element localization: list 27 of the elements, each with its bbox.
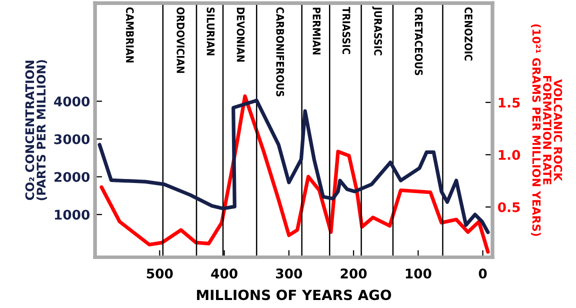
x-tick-label: 400 bbox=[211, 268, 238, 279]
annotation: SILURIAN bbox=[206, 8, 215, 56]
annotation: CRETACEOUS bbox=[414, 7, 423, 76]
y-tick-label: 3000 bbox=[54, 134, 90, 144]
y2-tick-label: 1.5 bbox=[498, 98, 520, 108]
y-axis-title: CO₂ CONCENTRATION (PARTS PER MILLION) bbox=[25, 60, 48, 200]
x-tick-label: 300 bbox=[276, 268, 302, 279]
x-tick-label: 500 bbox=[146, 268, 173, 279]
y-tick-label: 2000 bbox=[54, 172, 90, 182]
y2-axis-title: VOLCANIC ROCK FORMATION RATE (10²¹ GRAMS PER MILLION YEARS) bbox=[530, 24, 562, 236]
annotation: PERMIAN bbox=[312, 8, 320, 54]
annotation: DEVONIAN bbox=[236, 8, 245, 62]
annotation: ORDOVICIAN bbox=[176, 7, 185, 73]
y-tick-label: 4000 bbox=[54, 96, 90, 106]
annotation: JURASSIC bbox=[372, 6, 382, 56]
x-axis-title: MILLIONS OF YEARS AGO bbox=[197, 290, 392, 300]
x-tick-label: 100 bbox=[406, 268, 432, 279]
annotation: TRIASSIC bbox=[342, 6, 350, 54]
y-tick-label: 1000 bbox=[54, 210, 90, 220]
annotation: CAMBRIAN bbox=[126, 7, 134, 62]
x-tick-label: 200 bbox=[340, 268, 367, 279]
annotation: CENOZOIC bbox=[464, 7, 472, 61]
y2-tick-label: 0.5 bbox=[498, 202, 520, 212]
y2-tick-label: 1.0 bbox=[498, 150, 520, 160]
line-series bbox=[98, 98, 490, 234]
x-tick-label: 0 bbox=[478, 268, 487, 279]
annotation: CARBONIFEROUS bbox=[276, 7, 284, 96]
